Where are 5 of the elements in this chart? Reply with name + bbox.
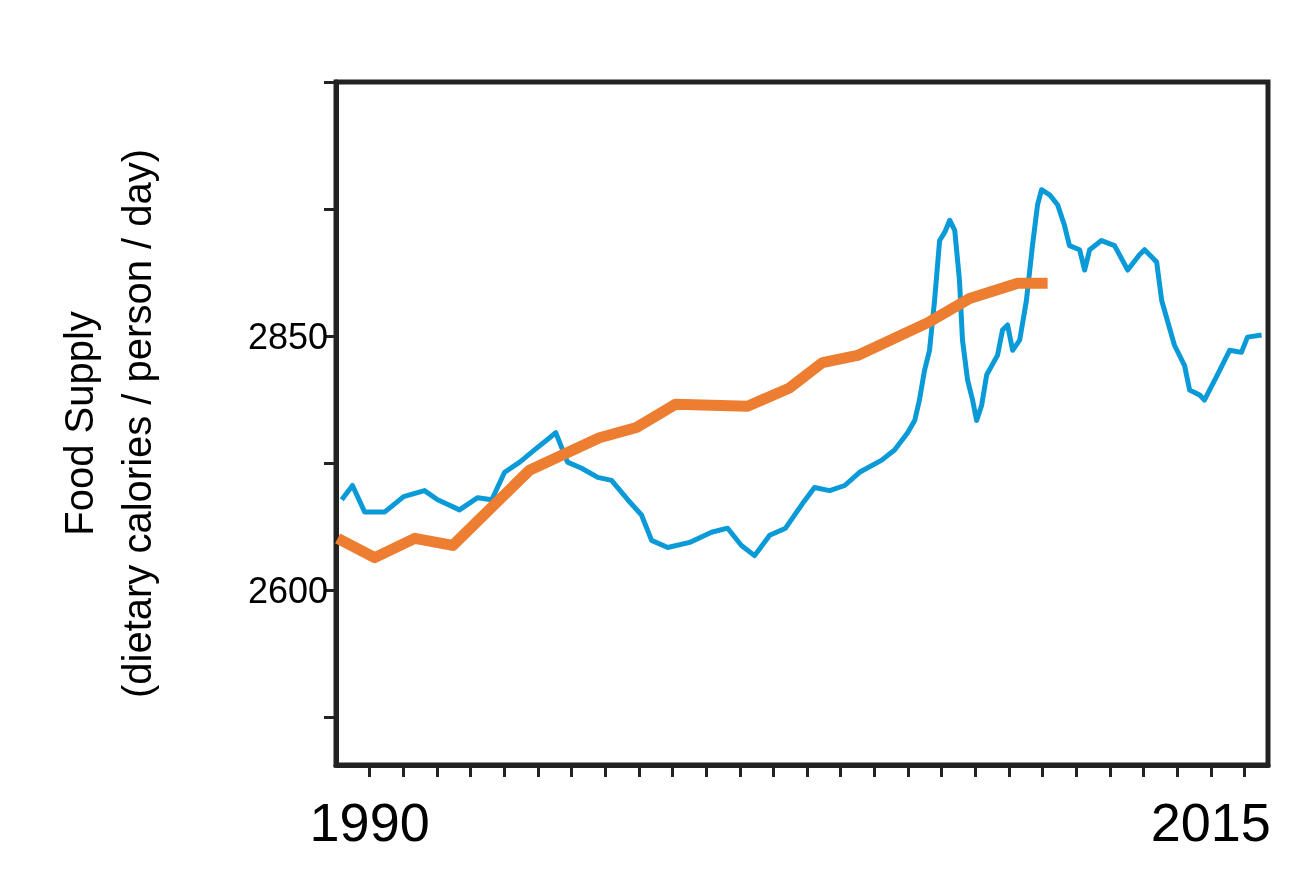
x-tick-label: 2015 [1150,792,1271,852]
y-axis-title: Food Supply (dietary calories / person / day) [57,148,159,699]
x-tick-label: 1990 [309,792,430,852]
y-tick-label: 2850 [247,315,328,357]
y-tick-label: 2600 [247,569,328,611]
